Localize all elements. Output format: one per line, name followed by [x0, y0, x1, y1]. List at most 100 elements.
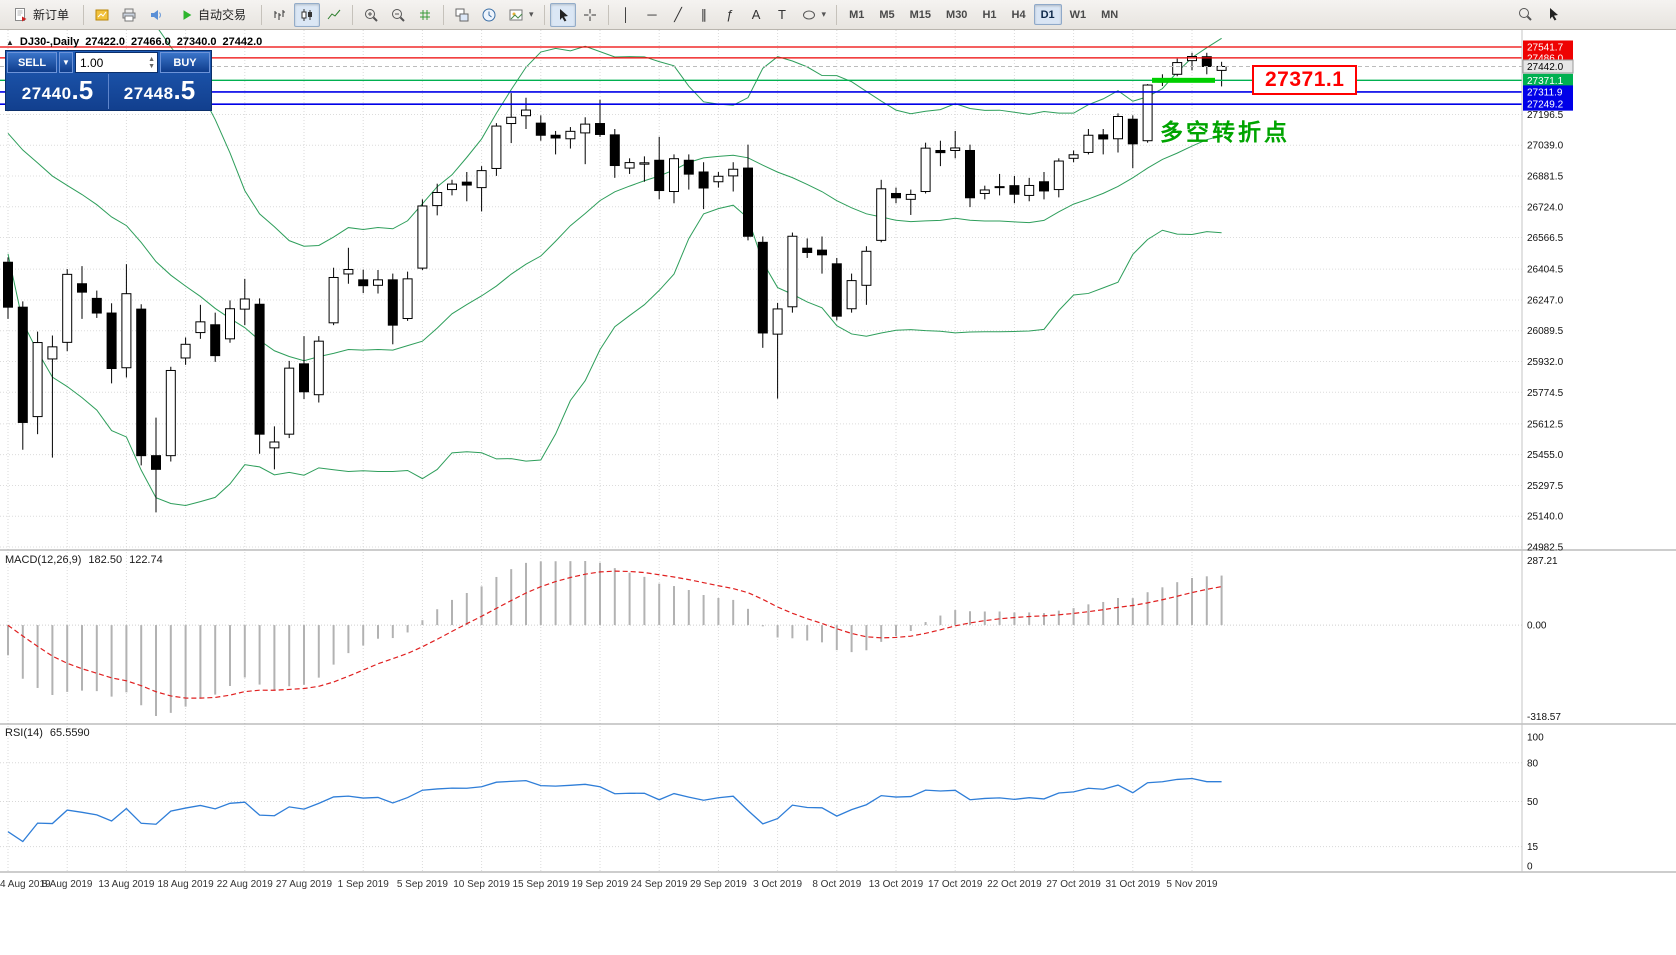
- price-axis: 27196.5 27039.0 26881.5 26724.0 26566.5 26404…: [1522, 40, 1574, 873]
- lot-stepper[interactable]: ▲ ▼: [148, 53, 155, 72]
- svg-text:26089.5: 26089.5: [1527, 326, 1564, 337]
- pointer-mode-button[interactable]: [1540, 2, 1566, 26]
- svg-text:26566.5: 26566.5: [1527, 233, 1564, 244]
- main-toolbar: 新订单 自动交易: [0, 0, 1676, 30]
- label-icon: T: [778, 7, 786, 22]
- chart-profile-button[interactable]: [89, 3, 115, 27]
- tile-windows-button[interactable]: [449, 3, 475, 27]
- collapse-triangle-icon[interactable]: ▲: [6, 37, 14, 47]
- toolbar-separator: [83, 4, 84, 25]
- svg-text:31 Oct 2019: 31 Oct 2019: [1106, 879, 1161, 890]
- trendline-tool-button[interactable]: ╱: [666, 3, 691, 27]
- svg-text:22 Oct 2019: 22 Oct 2019: [987, 879, 1042, 890]
- timeframe-h1[interactable]: H1: [982, 8, 997, 21]
- svg-text:4 Aug 2019: 4 Aug 2019: [0, 879, 51, 890]
- chevron-down-icon: ▾: [529, 9, 534, 19]
- crosshair-tool-button[interactable]: [577, 3, 603, 27]
- timeframe-w1[interactable]: W1: [1069, 8, 1087, 21]
- price-chart-canvas[interactable]: 27196.5 27039.0 26881.5 26724.0 26566.5 26404…: [0, 30, 1676, 955]
- auto-trading-button[interactable]: 自动交易: [170, 3, 256, 27]
- svg-text:27311.9: 27311.9: [1527, 87, 1563, 98]
- windows-icon: [455, 8, 469, 21]
- cursor-icon: [1550, 8, 1558, 21]
- chart-window[interactable]: 27196.5 27039.0 26881.5 26724.0 26566.5 26404…: [0, 30, 1676, 955]
- timeframe-m1[interactable]: M1: [849, 8, 865, 21]
- print-button[interactable]: [116, 3, 142, 27]
- svg-text:27486.0: 27486.0: [1527, 53, 1564, 64]
- svg-text:0.00: 0.00: [1527, 621, 1547, 632]
- buy-button[interactable]: BUY: [160, 52, 210, 73]
- zoom-out-icon: [392, 8, 405, 22]
- svg-text:25932.0: 25932.0: [1527, 357, 1564, 368]
- vertical-line-icon: │: [621, 7, 631, 22]
- printer-icon: [122, 8, 136, 21]
- trade-options-dropdown[interactable]: ▼: [59, 52, 73, 73]
- macd-signal-value: 122.74: [129, 554, 163, 566]
- template-image-icon: [509, 9, 523, 20]
- stepper-up-icon[interactable]: ▲: [148, 55, 155, 63]
- timeframe-d1[interactable]: D1: [1033, 4, 1062, 25]
- rsi-line: [7, 777, 1222, 843]
- alerts-button[interactable]: [143, 3, 169, 27]
- svg-text:22 Aug 2019: 22 Aug 2019: [217, 879, 274, 890]
- price-tag: [1523, 73, 1573, 87]
- horizontal-line-tool-button[interactable]: ─: [640, 3, 665, 27]
- search-button[interactable]: [1512, 2, 1538, 26]
- clock-icon: [482, 8, 496, 21]
- svg-text:26724.0: 26724.0: [1527, 202, 1564, 213]
- text-tool-button[interactable]: A: [744, 3, 769, 27]
- timeframe-m30[interactable]: M30: [946, 8, 968, 21]
- grid-toggle-button[interactable]: [412, 3, 438, 27]
- toolbar-separator: [443, 4, 444, 25]
- templates-button[interactable]: ▾: [503, 3, 539, 27]
- price-callout-box[interactable]: 27371.1: [1252, 65, 1358, 95]
- period-clock-button[interactable]: [476, 3, 502, 27]
- zoom-in-button[interactable]: [358, 3, 384, 27]
- fibonacci-tool-button[interactable]: ƒ: [718, 3, 743, 27]
- channel-tool-button[interactable]: ∥: [692, 3, 717, 27]
- svg-text:15: 15: [1527, 842, 1539, 853]
- shapes-icon: [802, 10, 815, 19]
- grid-icon: [420, 9, 430, 20]
- svg-text:5 Sep 2019: 5 Sep 2019: [397, 879, 449, 890]
- sell-price[interactable]: 27440 .5: [7, 74, 108, 109]
- new-order-icon: [14, 7, 27, 21]
- svg-text:80: 80: [1527, 758, 1539, 769]
- symbol-period-label: DJ30-,Daily: [19, 36, 80, 48]
- svg-text:18 Aug 2019: 18 Aug 2019: [158, 879, 215, 890]
- toolbar-right-group: [1512, 2, 1566, 26]
- svg-text:50: 50: [1527, 797, 1539, 808]
- lot-size-field[interactable]: 1.00 ▲ ▼: [75, 52, 158, 73]
- timeframe-h4[interactable]: H4: [1011, 8, 1026, 21]
- text-icon: A: [751, 7, 761, 22]
- profile-icon: [95, 9, 109, 20]
- new-order-button[interactable]: 新订单: [4, 3, 78, 27]
- buy-price[interactable]: 27448 .5: [108, 74, 210, 109]
- stepper-down-icon[interactable]: ▼: [148, 62, 155, 70]
- candles: [3, 52, 1227, 513]
- svg-text:100: 100: [1527, 733, 1544, 744]
- svg-text:-318.57: -318.57: [1527, 712, 1561, 723]
- cursor-tool-button[interactable]: [549, 2, 576, 27]
- svg-text:8 Aug 2019: 8 Aug 2019: [42, 879, 93, 890]
- label-tool-button[interactable]: T: [770, 3, 795, 27]
- bar-chart-type-button[interactable]: [267, 3, 293, 27]
- sell-button[interactable]: SELL: [7, 52, 57, 73]
- shapes-tool-button[interactable]: ▾: [796, 3, 832, 27]
- vertical-line-tool-button[interactable]: │: [614, 3, 639, 27]
- candlestick-icon: [301, 8, 312, 21]
- new-order-label: 新订单: [32, 8, 69, 22]
- timeframe-m5[interactable]: M5: [879, 8, 895, 21]
- timeframe-mn[interactable]: MN: [1101, 8, 1119, 21]
- line-chart-type-button[interactable]: [321, 3, 347, 27]
- svg-text:26881.5: 26881.5: [1527, 171, 1564, 182]
- timeframe-m15[interactable]: M15: [909, 8, 932, 21]
- crosshair-icon: [583, 8, 596, 21]
- svg-text:15 Sep 2019: 15 Sep 2019: [512, 879, 569, 890]
- pivot-level-segment[interactable]: [1152, 77, 1215, 83]
- toolbar-separator: [261, 4, 262, 25]
- candlestick-type-button[interactable]: [294, 2, 320, 27]
- zoom-out-button[interactable]: [385, 3, 411, 27]
- macd-name: MACD(12,26,9): [5, 554, 82, 566]
